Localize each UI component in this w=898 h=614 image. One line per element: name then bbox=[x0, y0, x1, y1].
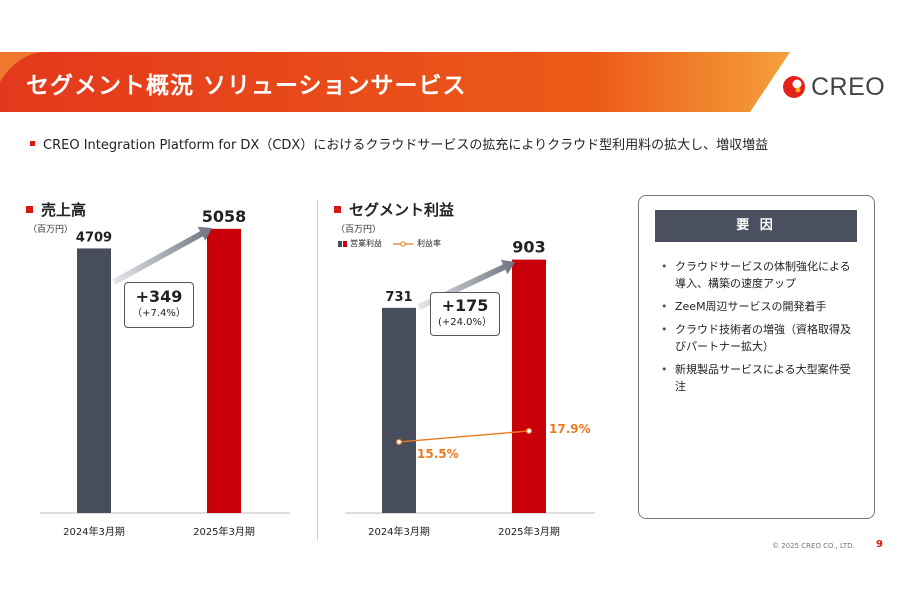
factors-list: クラウドサービスの体制強化による導入、構築の速度アップ ZeeM周辺サービスの開… bbox=[659, 258, 857, 401]
profit-unit: （百万円） bbox=[336, 225, 382, 235]
revenue-change-callout: +349 （+7.4%） bbox=[124, 282, 194, 328]
margin-value-label: 15.5% bbox=[417, 447, 459, 461]
legend-swatch-red bbox=[343, 240, 347, 247]
summary-text: CREO Integration Platform for DX（CDX）におけ… bbox=[43, 138, 769, 153]
factors-heading: 要 因 bbox=[655, 210, 857, 242]
profit-change-callout: +175 (+24.0%） bbox=[430, 292, 500, 336]
revenue-chart: 4709 2024年3月期 5058 2025年3月期 bbox=[40, 207, 290, 538]
factor-item: クラウドサービスの体制強化による導入、構築の速度アップ bbox=[659, 258, 857, 292]
profit-change-pct: (+24.0%） bbox=[437, 317, 493, 328]
factors-box: 要 因 クラウドサービスの体制強化による導入、構築の速度アップ ZeeM周辺サー… bbox=[638, 195, 875, 519]
creo-logo-mark bbox=[783, 76, 805, 98]
margin-value-label: 17.9% bbox=[549, 422, 591, 436]
factor-item: ZeeM周辺サービスの開発着手 bbox=[659, 298, 857, 315]
factor-item: 新規製品サービスによる大型案件受注 bbox=[659, 361, 857, 395]
legend-line-label: 利益率 bbox=[417, 239, 441, 248]
x-tick-label: 2024年3月期 bbox=[368, 525, 430, 538]
copyright: © 2025 CREO CO., LTD. bbox=[772, 542, 855, 550]
margin-point bbox=[395, 438, 403, 446]
profit-heading-text: セグメント利益 bbox=[349, 201, 455, 219]
legend-line-swatch bbox=[393, 240, 413, 247]
margin-line bbox=[398, 430, 530, 443]
factor-item: クラウド技術者の増強（資格取得及びパートナー拡大） bbox=[659, 321, 857, 355]
heading-square bbox=[26, 206, 33, 213]
page-title: セグメント概況 ソリューションサービス bbox=[26, 73, 467, 99]
page-number: 9 bbox=[876, 539, 883, 550]
legend-swatch-dark bbox=[338, 240, 342, 247]
creo-logo-text: CREO bbox=[811, 72, 886, 101]
bar-2025年3月期 bbox=[512, 259, 546, 513]
bar-2024年3月期 bbox=[77, 248, 111, 513]
x-tick-label: 2024年3月期 bbox=[63, 525, 125, 538]
profit-heading: セグメント利益 bbox=[334, 199, 454, 220]
heading-square bbox=[334, 206, 341, 213]
legend-bar-label: 営業利益 bbox=[350, 239, 382, 248]
section-divider bbox=[317, 200, 318, 540]
margin-point bbox=[525, 427, 533, 435]
revenue-change-value: +349 bbox=[135, 287, 183, 306]
bar-value-label: 4709 bbox=[76, 230, 112, 245]
revenue-heading-text: 売上高 bbox=[41, 201, 87, 219]
revenue-unit: （百万円） bbox=[28, 225, 74, 235]
bullet-square bbox=[30, 141, 35, 146]
bar-value-label: 903 bbox=[512, 238, 545, 257]
growth-arrow bbox=[112, 226, 212, 285]
x-tick-label: 2025年3月期 bbox=[498, 525, 560, 538]
profit-chart: 731 2024年3月期 903 2025年3月期 15.5% 17.9% bbox=[345, 238, 595, 538]
bar-value-label: 731 bbox=[385, 290, 412, 305]
revenue-change-pct: （+7.4%） bbox=[132, 308, 186, 319]
bar-2025年3月期 bbox=[207, 228, 241, 513]
bar-value-label: 5058 bbox=[202, 207, 247, 226]
revenue-heading: 売上高 bbox=[26, 199, 86, 220]
x-tick-label: 2025年3月期 bbox=[193, 525, 255, 538]
bar-2024年3月期 bbox=[382, 307, 416, 513]
summary-line: CREO Integration Platform for DX（CDX）におけ… bbox=[30, 134, 768, 153]
title-band bbox=[0, 52, 790, 112]
profit-legend: 営業利益 利益率 bbox=[338, 238, 441, 249]
creo-logo: CREO bbox=[782, 70, 885, 104]
profit-change-value: +175 bbox=[441, 296, 489, 315]
